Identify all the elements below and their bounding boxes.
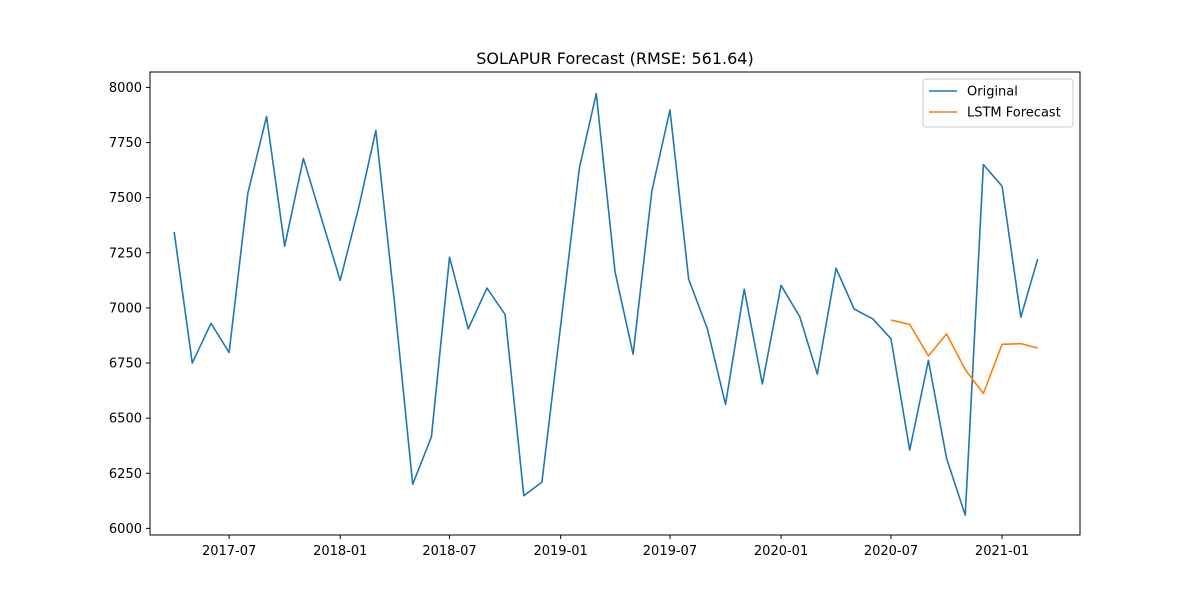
y-tick-label: 7500	[109, 191, 142, 206]
x-tick-label: 2019-01	[533, 544, 587, 559]
y-tick-label: 6250	[109, 467, 142, 482]
y-tick-label: 7000	[109, 301, 142, 316]
y-tick-label: 6750	[109, 357, 142, 372]
chart-title: SOLAPUR Forecast (RMSE: 561.64)	[476, 49, 753, 68]
x-tick-label: 2020-01	[754, 544, 808, 559]
y-tick-label: 8000	[109, 81, 142, 96]
plot-frame	[149, 71, 1081, 536]
legend-label: Original	[967, 85, 1018, 100]
x-tick-label: 2017-07	[202, 544, 256, 559]
legend-box	[922, 78, 1074, 128]
series-layer	[173, 92, 1039, 516]
legend: Original LSTM Forecast	[922, 78, 1074, 128]
x-tick-label: 2020-07	[864, 544, 918, 559]
x-tick-label: 2019-07	[643, 544, 697, 559]
y-tick-label: 7750	[109, 136, 142, 151]
x-tick-label: 2018-01	[313, 544, 367, 559]
series-line-lstm-forecast	[890, 319, 1038, 395]
y-tick-label: 6500	[109, 412, 142, 427]
y-tick-label: 7250	[109, 246, 142, 261]
x-tick-label: 2018-07	[422, 544, 476, 559]
x-tick-label: 2021-01	[975, 544, 1029, 559]
legend-label: LSTM Forecast	[967, 106, 1061, 121]
y-tick-label: 6000	[109, 522, 142, 537]
axes-layer: 2017-07 2018-01 2018-07 2019-01 2019-07 2020-…	[109, 71, 1081, 559]
series-line-original	[173, 92, 1039, 516]
